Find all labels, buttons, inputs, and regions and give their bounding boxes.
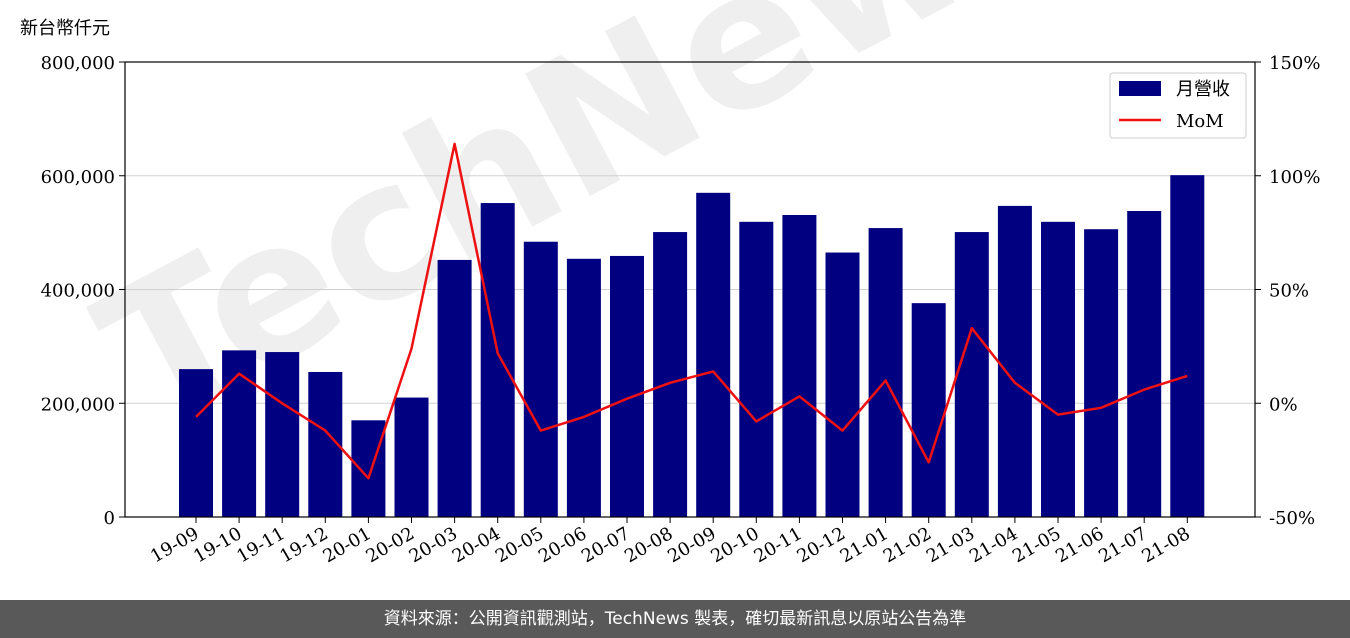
- bar-20-10: [739, 221, 774, 517]
- bar-21-01: [868, 228, 903, 517]
- x-tick-label: 21-05: [1009, 523, 1064, 567]
- x-tick-label: 21-08: [1138, 523, 1193, 567]
- mom-line-series: [195, 142, 1188, 480]
- bar-21-04: [997, 205, 1032, 518]
- x-tick-label: 20-05: [492, 523, 547, 567]
- right-tick-label: 100%: [1269, 167, 1320, 188]
- right-tick-label: 50%: [1269, 281, 1309, 302]
- x-tick-label: 20-04: [449, 523, 504, 567]
- bar-21-02: [911, 303, 946, 517]
- bar-20-05: [523, 241, 558, 517]
- x-tick-label: 20-08: [621, 523, 676, 567]
- legend-swatch-revenue: [1119, 81, 1161, 96]
- x-tick-label: 21-06: [1052, 523, 1107, 567]
- left-tick-label: 600,000: [41, 167, 115, 188]
- x-tick-label: 20-07: [578, 523, 633, 567]
- bar-20-07: [610, 255, 644, 517]
- x-tick-label: 20-10: [707, 523, 762, 567]
- source-footer: 資料來源：公開資訊觀測站，TechNews 製表，確切最新訊息以原站公告為準: [0, 600, 1350, 638]
- x-tick-label: 21-04: [966, 523, 1021, 567]
- bar-19-09: [179, 369, 213, 517]
- x-tick-label: 20-11: [750, 523, 805, 567]
- bar-20-06: [566, 258, 601, 517]
- x-tick-label: 21-07: [1095, 523, 1150, 567]
- x-tick-label: 19-10: [190, 523, 245, 567]
- bar-21-08: [1170, 175, 1205, 517]
- bar-series: [179, 175, 1205, 518]
- x-axis-ticks: 19-0919-1019-1119-1220-0120-0220-0320-04…: [147, 517, 1194, 567]
- x-tick-label: 19-12: [276, 523, 331, 567]
- mom-line: [195, 142, 1188, 480]
- legend-label-mom: MoM: [1176, 111, 1224, 132]
- left-tick-label: 800,000: [41, 53, 115, 74]
- bar-21-06: [1084, 229, 1119, 517]
- left-tick-label: 200,000: [41, 394, 115, 415]
- bar-20-01: [351, 420, 386, 517]
- bar-21-03: [954, 232, 989, 517]
- x-tick-label: 20-06: [535, 523, 590, 567]
- x-tick-label: 20-12: [794, 523, 849, 567]
- x-tick-label: 20-09: [664, 523, 719, 567]
- x-tick-label: 19-09: [147, 523, 202, 567]
- bar-20-11: [782, 214, 817, 517]
- left-tick-label: 0: [104, 508, 115, 529]
- x-tick-label: 21-02: [880, 523, 935, 567]
- left-tick-label: 400,000: [41, 281, 115, 302]
- bar-20-02: [394, 397, 429, 517]
- x-tick-label: 21-01: [837, 523, 892, 567]
- y-axis-unit-label: 新台幣仟元: [20, 18, 110, 39]
- right-tick-label: -50%: [1269, 508, 1315, 529]
- right-tick-label: 0%: [1269, 394, 1298, 415]
- x-tick-label: 20-01: [319, 523, 374, 567]
- legend-label-revenue: 月營收: [1176, 79, 1230, 100]
- bar-20-08: [653, 232, 688, 517]
- legend: 月營收 MoM: [1109, 72, 1247, 139]
- bar-21-05: [1041, 221, 1075, 517]
- bar-21-07: [1127, 211, 1162, 517]
- right-tick-label: 150%: [1269, 53, 1320, 74]
- left-axis-ticks: 0 200,000 400,000 600,000 800,000: [41, 53, 125, 529]
- chart: TechNews 新台幣仟元 0200,000400,000600,000800…: [20, 0, 1320, 567]
- x-tick-label: 20-03: [406, 523, 461, 567]
- bar-19-10: [222, 350, 257, 517]
- bar-20-03: [437, 259, 472, 517]
- x-tick-label: 20-02: [363, 523, 418, 567]
- x-tick-label: 21-03: [923, 523, 978, 567]
- bar-19-11: [265, 352, 300, 517]
- bar-20-09: [696, 192, 731, 517]
- right-axis-ticks: -50% 0% 50% 100% 150%: [1255, 53, 1320, 529]
- bar-20-12: [825, 252, 860, 517]
- bar-20-04: [480, 203, 515, 518]
- x-tick-label: 19-11: [233, 523, 288, 567]
